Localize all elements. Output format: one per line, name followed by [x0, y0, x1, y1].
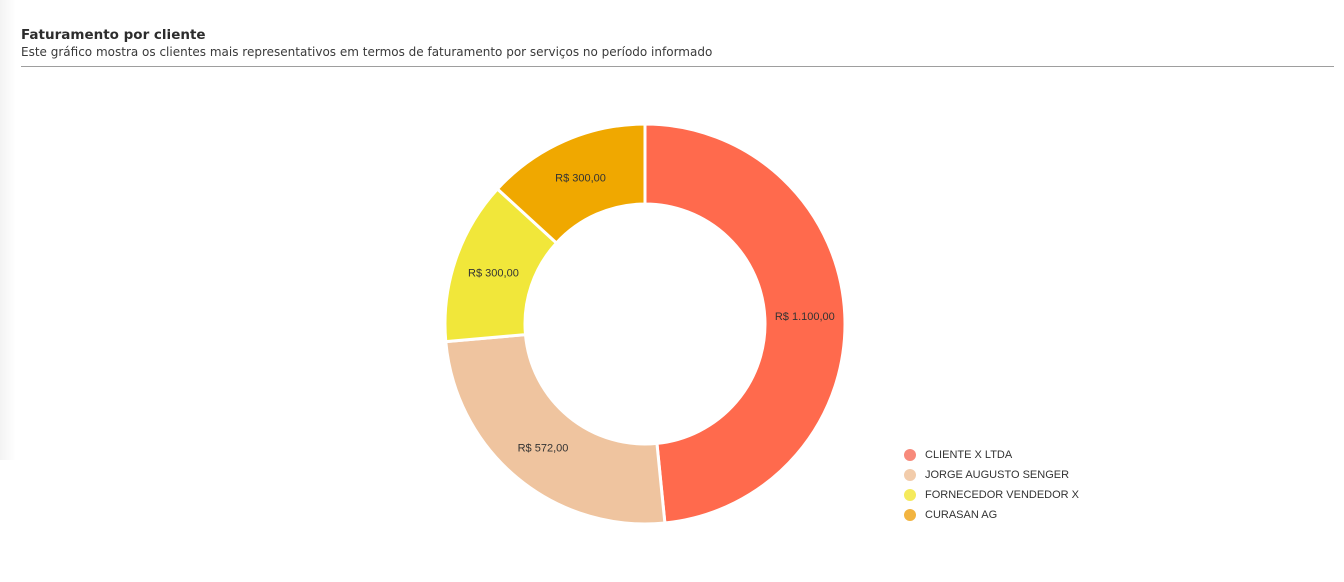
legend-label: CLIENTE X LTDA	[925, 449, 1013, 461]
chart-header: Faturamento por cliente Este gráfico mos…	[21, 26, 1334, 67]
legend-color-dot	[904, 509, 916, 521]
legend-item[interactable]: CLIENTE X LTDA	[904, 445, 1079, 465]
legend-label: FORNECEDOR VENDEDOR X	[925, 489, 1080, 501]
legend-item[interactable]: CURASAN AG	[904, 505, 1079, 525]
donut-slice[interactable]	[495, 122, 647, 245]
legend-label: JORGE AUGUSTO SENGER	[925, 469, 1070, 481]
donut-slice[interactable]	[444, 333, 667, 526]
legend-item[interactable]: JORGE AUGUSTO SENGER	[904, 465, 1079, 485]
side-panel-shadow	[0, 0, 16, 460]
slice-value-label: R$ 572,00	[518, 442, 569, 454]
chart-subtitle: Este gráfico mostra os clientes mais rep…	[21, 45, 713, 59]
slice-value-label: R$ 300,00	[555, 173, 606, 185]
chart-title: Faturamento por cliente	[21, 27, 206, 43]
legend-label: CURASAN AG	[925, 509, 998, 521]
legend-color-dot	[904, 489, 916, 501]
chart-legend: CLIENTE X LTDA JORGE AUGUSTO SENGER FORNEC…	[904, 445, 1079, 525]
legend-item[interactable]: FORNECEDOR VENDEDOR X	[904, 485, 1079, 505]
legend-color-dot	[904, 449, 916, 461]
slice-value-label: R$ 300,00	[468, 268, 519, 280]
legend-color-dot	[904, 469, 916, 481]
donut-slice[interactable]	[643, 122, 847, 525]
slice-value-label: R$ 1.100,00	[775, 311, 835, 323]
